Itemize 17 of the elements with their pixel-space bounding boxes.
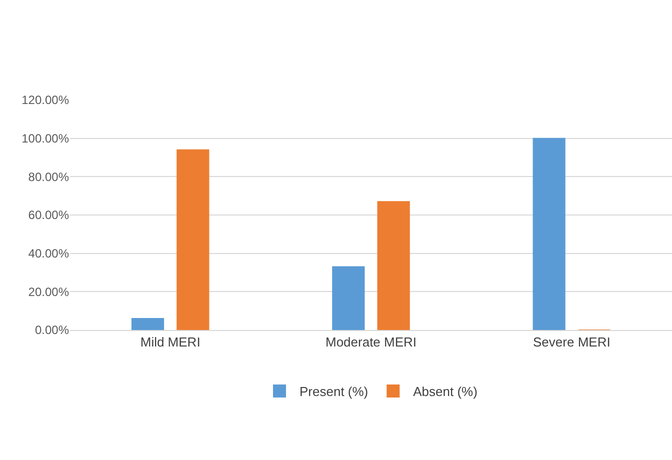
bar: [131, 318, 164, 330]
x-tick-label: Severe MERI: [533, 334, 610, 350]
bar: [332, 266, 365, 330]
y-tick-label: 20.00%: [28, 284, 70, 299]
x-tick-label: Moderate MERI: [325, 334, 417, 350]
y-tick-label: 60.00%: [28, 208, 70, 222]
legend-label: Present (%): [300, 384, 368, 400]
bar: [532, 138, 566, 330]
x-tick-label: Mild MERI: [140, 334, 200, 350]
bar: [176, 149, 210, 330]
y-tick-label: 100.00%: [22, 132, 70, 146]
bar: [377, 201, 410, 330]
y-tick-label: 40.00%: [28, 246, 70, 261]
y-tick-label: 120.00%: [22, 93, 70, 108]
y-tick-label: 0.00%: [34, 323, 70, 338]
y-tick-label: 80.00%: [28, 170, 70, 184]
legend-label: Absent (%): [413, 384, 478, 400]
